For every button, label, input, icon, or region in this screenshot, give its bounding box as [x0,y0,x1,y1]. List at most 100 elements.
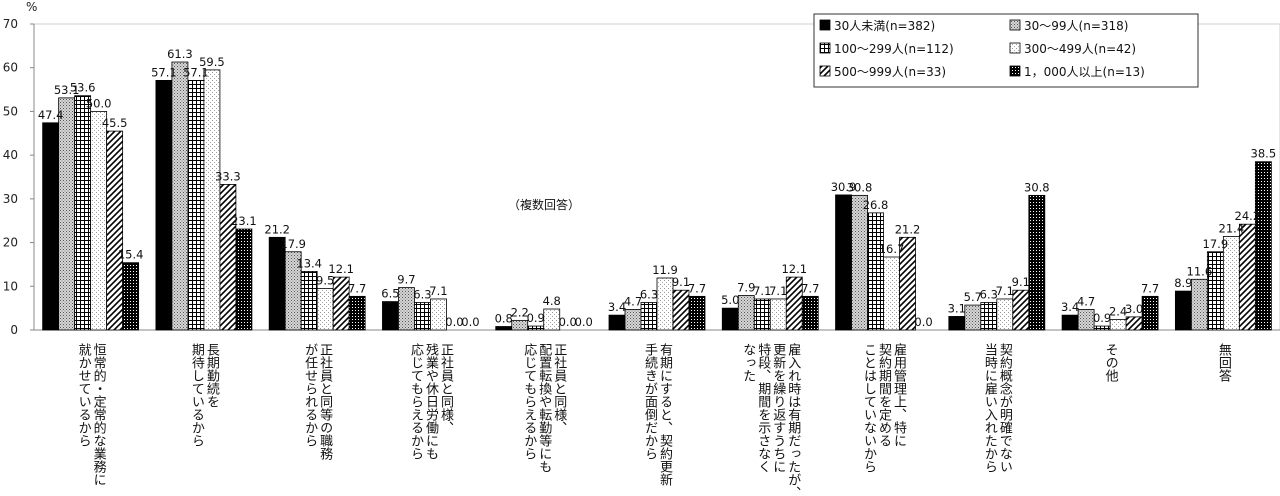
data-label: 12.1 [781,262,807,276]
data-label: 45.5 [102,116,128,130]
bar [640,302,658,331]
bar [1141,295,1159,331]
data-label: 2.2 [511,305,529,319]
bar [737,295,755,331]
category-label: 契約概念が明確でない [997,343,1013,473]
data-label: 6.5 [381,287,399,301]
category-label: 特段、期間を示さなく [755,343,771,473]
y-tick-label: 60 [3,61,18,75]
legend-swatch [1009,19,1021,31]
category-label: 正社員と同様、 [551,343,567,434]
data-label: 6.3 [640,287,658,301]
data-label: 7.7 [801,281,819,295]
bar [1093,325,1111,331]
data-label: 11.9 [652,263,678,277]
category-label: 就かせているから [76,343,92,447]
legend-box [813,13,1199,88]
bar [801,295,819,331]
data-label: 3.4 [1061,300,1079,314]
bar [1174,290,1192,331]
data-label: 3.0 [1125,302,1143,316]
data-label: 0.0 [559,315,577,329]
legend-swatch [819,65,831,77]
bar [1077,309,1095,331]
legend-label: 500～999人(n=33) [834,65,946,79]
bar [382,301,399,331]
bar [964,304,982,331]
data-label: 0.9 [1093,311,1111,325]
data-label: 0.9 [527,311,545,325]
data-label: 4.8 [543,294,561,308]
data-label: 21.2 [264,222,290,236]
data-label: 7.9 [737,280,755,294]
category-label: 更新を繰り返すうちに [770,343,786,473]
bar [511,319,529,331]
bar [980,302,998,331]
category-label: 雇用管理上、特に [891,342,907,447]
data-label: 33.3 [215,169,241,183]
data-label: 3.1 [948,301,966,315]
data-label: 9.5 [316,273,334,287]
y-tick-label: 30 [3,192,18,206]
data-label: 7.1 [769,284,787,298]
category-label: 期待しているから [189,343,205,447]
data-label: 7.7 [688,281,706,295]
bar [608,314,626,331]
legend-label: 30人未満(n=382) [834,19,935,33]
bar [398,287,415,331]
data-label: 9.1 [1012,275,1030,289]
bar [672,289,690,331]
bar [1125,316,1143,331]
data-label: 7.7 [348,281,366,295]
data-label: 59.5 [199,55,225,69]
data-label: 24.2 [1235,209,1261,223]
category-label: その他 [1103,343,1119,383]
category-label: 正社員と同等の職務 [317,343,333,461]
bar [316,288,334,331]
bar [219,184,237,331]
y-tick-label: 50 [3,104,18,118]
category-label: 恒常的・定常的な業務に [91,343,107,486]
bar [187,79,205,331]
data-label: 30.8 [847,180,873,194]
data-label: 0.8 [495,312,513,326]
bar [122,262,140,331]
data-label: 0.0 [914,315,932,329]
y-tick-label: 40 [3,148,18,162]
bar [899,236,916,331]
data-label: 17.9 [280,237,306,251]
data-label: 57.1 [151,65,177,79]
legend-label: 1，000人以上(n=13) [1024,65,1145,79]
bar [430,298,447,331]
annotation-multiple-answers: （複数回答） [508,197,580,212]
bar [996,298,1014,331]
category-label: なった [740,343,755,382]
bar [1028,194,1046,331]
bar [721,307,739,331]
data-label: 2.4 [1109,305,1127,319]
data-label: 53.1 [54,83,80,97]
data-label: 13.4 [296,256,322,270]
bar [785,276,803,331]
data-label: 7.1 [753,284,771,298]
data-label: 0.0 [461,315,479,329]
bar [300,271,318,331]
bar [543,308,561,331]
bar [835,194,852,331]
bar [753,298,771,331]
bar [171,61,189,331]
data-label: 16.7 [879,242,905,256]
y-tick-label: 70 [3,17,18,31]
y-tick-label: 20 [3,236,18,250]
bar [769,298,787,331]
legend-label: 300～499人(n=42) [1024,42,1136,56]
category-label: ことはしていないから [861,343,876,473]
bar [203,69,221,331]
data-label: 15.4 [118,248,144,262]
bar [90,111,108,331]
data-label: 26.8 [863,198,889,212]
bar [883,256,900,331]
legend-swatch [819,19,831,31]
